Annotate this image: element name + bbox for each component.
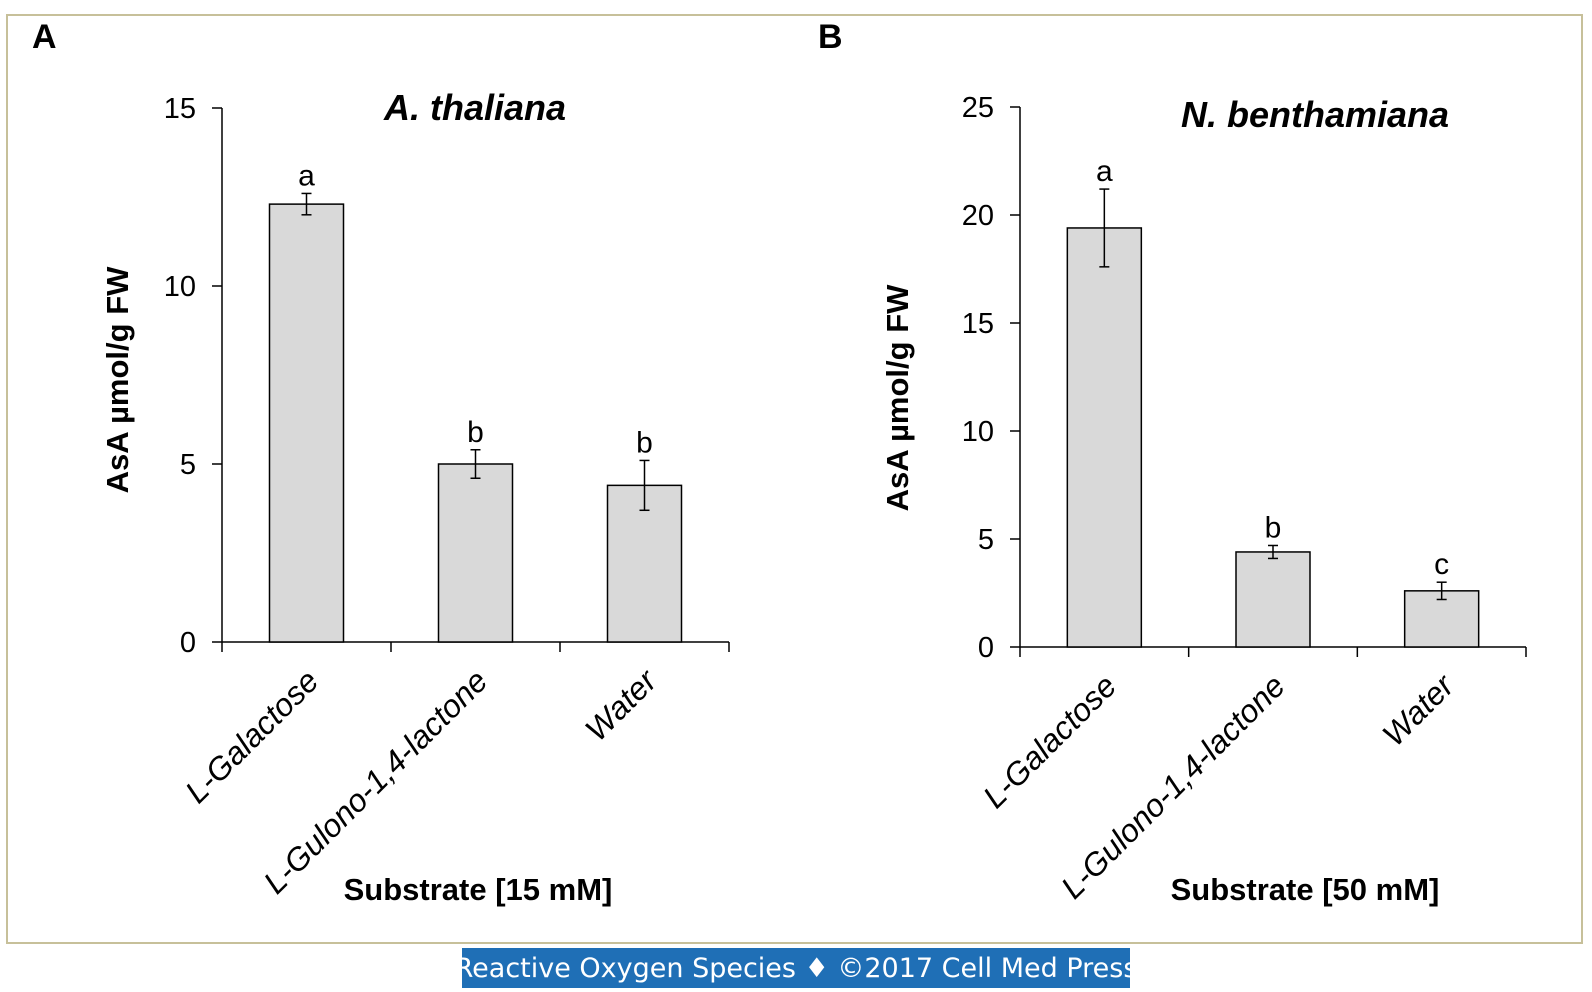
footer-banner: Reactive Oxygen Species ♦ ©2017 Cell Med… [462, 948, 1130, 988]
y-tick-label: 0 [180, 627, 196, 659]
x-axis-label: Substrate [15 mM] [344, 872, 613, 907]
y-axis-label: AsA µmol/g FW [880, 284, 915, 512]
y-tick-label: 5 [180, 449, 196, 481]
chart-title: A. thaliana [383, 87, 566, 128]
x-axis-label: Substrate [50 mM] [1171, 872, 1440, 907]
category-label: Water [1375, 667, 1461, 753]
significance-letter: b [636, 426, 653, 459]
y-tick-label: 20 [962, 200, 994, 232]
y-tick-label: 10 [962, 416, 994, 448]
y-tick-label: 15 [962, 308, 994, 340]
chart-title: N. benthamiana [1181, 94, 1449, 135]
significance-letter: b [1265, 511, 1282, 544]
category-label: Water [578, 662, 664, 748]
bar [268, 203, 345, 643]
y-tick-label: 5 [978, 524, 994, 556]
chart-panel-b: BN. benthamiana0510152025aL-GalactosebL-… [818, 18, 1527, 907]
category-label: L-Galactose [976, 667, 1123, 814]
y-tick-label: 15 [164, 93, 196, 125]
significance-letter: a [1096, 155, 1113, 188]
bar [437, 463, 514, 643]
significance-letter: b [467, 416, 484, 449]
y-tick-label: 10 [164, 271, 196, 303]
category-label: L-Galactose [178, 662, 325, 809]
bar [1066, 227, 1143, 648]
significance-letter: a [298, 159, 315, 192]
chart-panel-a: AA. thaliana051015aL-GalactosebL-Gulono-… [32, 18, 730, 907]
bar [1235, 551, 1311, 648]
significance-letter: c [1434, 548, 1449, 581]
y-tick-label: 0 [978, 632, 994, 664]
panel-label: B [818, 18, 843, 56]
y-axis-label: AsA µmol/g FW [100, 266, 135, 494]
figure-svg: AA. thaliana051015aL-GalactosebL-Gulono-… [32, 18, 1527, 907]
y-tick-label: 25 [962, 92, 994, 124]
bar [606, 484, 683, 643]
panel-label: A [32, 18, 57, 56]
